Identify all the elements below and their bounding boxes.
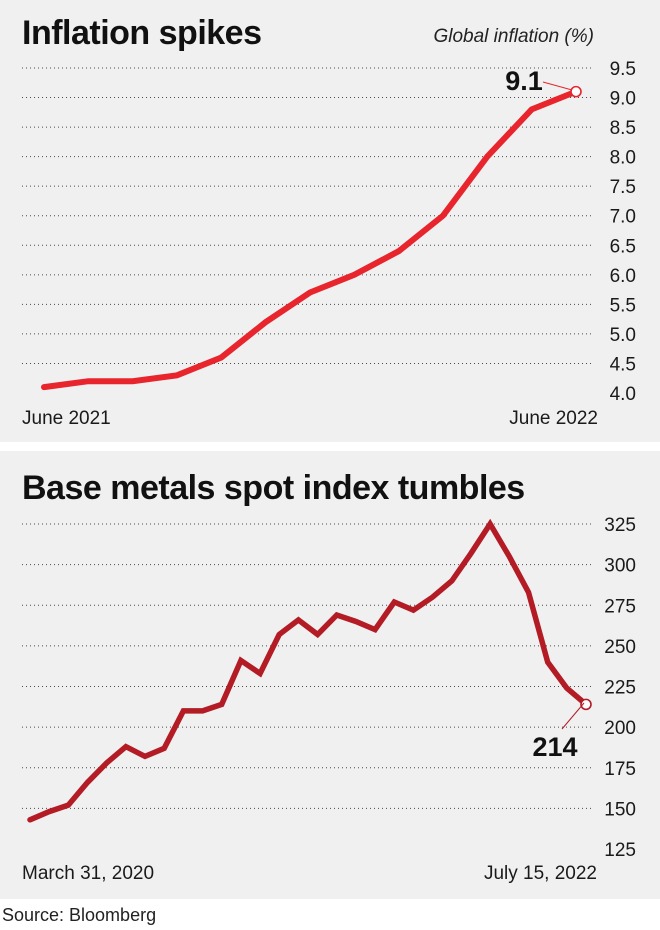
metals-end-point-marker: [580, 698, 592, 711]
metals-series-line: [27, 518, 589, 823]
inflation-annotation-label: 9.1: [505, 66, 543, 96]
metals-y-tick-label: 250: [604, 637, 636, 658]
metals-panel: Base metals spot index tumbles 125 150 175…: [0, 451, 660, 899]
metals-annotation-label: 214: [532, 732, 577, 762]
metals-y-tick-label: 325: [604, 515, 636, 536]
inflation-y-tick-label: 9.5: [610, 59, 636, 80]
metals-x-start-label: March 31, 2020: [22, 863, 154, 884]
inflation-y-tick-label: 4.5: [610, 354, 636, 375]
inflation-y-tick-label: 5.5: [610, 295, 636, 316]
inflation-y-tick-label: 6.0: [610, 266, 636, 287]
inflation-annotation-leader: [542, 81, 573, 91]
inflation-y-tick-label: 5.0: [610, 325, 636, 346]
source-note: Source: Bloomberg: [2, 905, 157, 925]
inflation-end-point-marker: [570, 85, 582, 98]
metals-y-tick-label: 275: [604, 596, 636, 617]
inflation-y-tick-label: 8.5: [610, 118, 636, 139]
metals-y-tick-label: 150: [604, 799, 636, 820]
inflation-line-chart: 4.0 4.5 5.0 5.5 6.0 6.5 7.0 7.5 8.0 8.5 9.0 9.5 9.1 J…: [22, 59, 636, 429]
metals-y-tick-label: 300: [604, 556, 636, 577]
inflation-series-line: [41, 88, 579, 391]
inflation-y-axis-label: Global inflation (%): [433, 26, 594, 47]
metals-line-chart: 125 150 175 200 225 250 275 300 325 214 March 31, …: [22, 515, 636, 884]
metals-y-tick-label: 175: [604, 759, 636, 780]
metals-y-tick-label: 200: [604, 718, 636, 739]
inflation-y-tick-label: 7.5: [610, 177, 636, 198]
inflation-panel: Inflation spikes Global inflation (%) 4.…: [0, 0, 660, 442]
inflation-x-end-label: June 2022: [509, 408, 598, 429]
inflation-y-tick-label: 9.0: [610, 89, 636, 110]
inflation-y-tick-label: 6.5: [610, 236, 636, 257]
metals-y-tick-label: 225: [604, 678, 636, 699]
metals-annotation-leader: [561, 702, 585, 730]
inflation-y-tick-label: 7.0: [610, 207, 636, 228]
metals-x-end-label: July 15, 2022: [484, 863, 597, 884]
inflation-x-start-label: June 2021: [22, 408, 111, 429]
inflation-y-tick-label: 8.0: [610, 148, 636, 169]
inflation-y-tick-label: 4.0: [610, 384, 636, 405]
metals-y-tick-label: 125: [604, 840, 636, 861]
metals-chart-title: Base metals spot index tumbles: [22, 469, 525, 507]
inflation-chart-title: Inflation spikes: [22, 14, 262, 52]
